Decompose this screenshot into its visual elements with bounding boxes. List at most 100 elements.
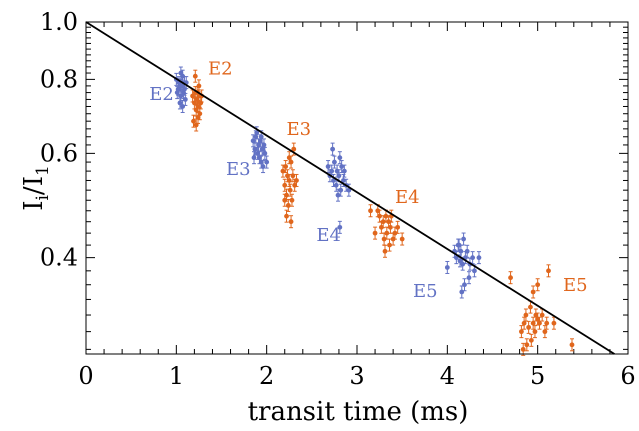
data-point — [539, 312, 545, 318]
series-label: E3 — [287, 119, 312, 140]
data-point — [384, 230, 390, 236]
y-axis-title: Ii/I1 — [19, 165, 53, 211]
data-point — [195, 115, 201, 120]
data-point — [258, 134, 264, 140]
axis-ticks — [85, 21, 629, 354]
y-axis-title-sep: /I — [19, 176, 49, 195]
series-e5 — [508, 264, 575, 356]
data-point — [530, 289, 536, 295]
data-point — [520, 346, 526, 352]
data-point — [392, 230, 398, 236]
series-label: E2 — [149, 84, 174, 105]
data-point — [533, 312, 539, 318]
data-point — [282, 182, 288, 188]
data-point — [532, 329, 538, 335]
data-point — [337, 155, 343, 161]
x-tick-labels: 0 1 2 3 4 5 6 — [78, 362, 635, 390]
data-point — [336, 173, 342, 179]
x-tick-label: 0 — [78, 362, 93, 390]
data-point — [476, 255, 482, 261]
data-point — [388, 224, 393, 230]
x-tick-label: 3 — [349, 362, 364, 390]
data-point — [338, 187, 344, 193]
data-point — [551, 320, 557, 326]
data-point — [282, 197, 288, 203]
series-e2 — [190, 69, 205, 132]
data-point — [256, 142, 261, 148]
data-point — [456, 242, 462, 248]
series-e3 — [280, 142, 299, 229]
y-axis-title-sub-top: i — [33, 195, 53, 201]
data-point — [381, 236, 387, 242]
data-point — [283, 164, 289, 169]
data-point — [182, 97, 188, 102]
data-point — [387, 242, 392, 248]
data-point — [333, 182, 339, 188]
data-point — [546, 268, 551, 274]
data-point — [325, 164, 331, 169]
data-point — [444, 265, 450, 270]
data-point — [289, 197, 295, 203]
data-point — [346, 187, 352, 193]
data-point — [508, 275, 513, 281]
y-tick-label: 1.0 — [40, 8, 78, 36]
x-tick-label: 2 — [259, 362, 274, 390]
y-axis-title-main: I — [19, 201, 49, 211]
data-point — [341, 168, 347, 174]
y-axis-title-sub-bottom: 1 — [33, 165, 53, 176]
data-point — [250, 138, 256, 144]
y-tick-label: 0.6 — [40, 139, 78, 167]
series-label: E4 — [395, 187, 420, 208]
data-point — [261, 142, 267, 148]
fit-line — [85, 21, 615, 355]
x-tick-label: 5 — [530, 362, 545, 390]
data-point — [383, 213, 389, 219]
data-point — [470, 255, 476, 261]
data-point — [528, 337, 534, 343]
series-label: E5 — [413, 281, 438, 302]
data-point — [254, 130, 260, 136]
y-tick-label: 0.8 — [40, 65, 78, 93]
series-e4 — [368, 204, 405, 258]
data-point — [178, 70, 184, 76]
data-point — [329, 168, 335, 174]
data-point — [464, 248, 470, 254]
data-point — [191, 118, 196, 124]
data-point — [535, 316, 541, 322]
data-point — [457, 258, 463, 264]
data-point — [285, 203, 291, 208]
series-e4 — [325, 142, 352, 234]
series-e2 — [173, 66, 189, 113]
data-point — [197, 111, 203, 117]
data-point — [542, 329, 548, 335]
annotations: E2 E2 E3 E3 E4 E4 E5 E5 — [149, 59, 587, 303]
data-point — [196, 83, 202, 89]
x-axis-title: transit time (ms) — [248, 397, 469, 427]
data-point — [260, 164, 266, 169]
data-point — [262, 150, 268, 156]
data-point — [198, 100, 204, 106]
x-tick-label: 1 — [169, 362, 184, 390]
data-point — [466, 275, 472, 281]
series-label: E3 — [226, 159, 251, 180]
data-point — [399, 236, 405, 242]
data-point — [177, 100, 183, 106]
data-point — [287, 187, 293, 193]
data-point — [259, 146, 265, 152]
data-point — [460, 261, 466, 267]
data-point — [330, 146, 336, 152]
data-point — [291, 146, 297, 152]
data-point — [288, 219, 294, 225]
data-point — [521, 320, 527, 326]
data-point — [472, 268, 477, 274]
data-point — [380, 219, 386, 225]
data-point — [537, 320, 542, 326]
data-point — [290, 173, 296, 179]
data-point — [337, 224, 343, 230]
data-point — [382, 248, 388, 254]
series-label: E4 — [316, 225, 341, 246]
data-point — [176, 86, 182, 92]
data-point — [375, 208, 381, 214]
data-point — [294, 178, 299, 183]
